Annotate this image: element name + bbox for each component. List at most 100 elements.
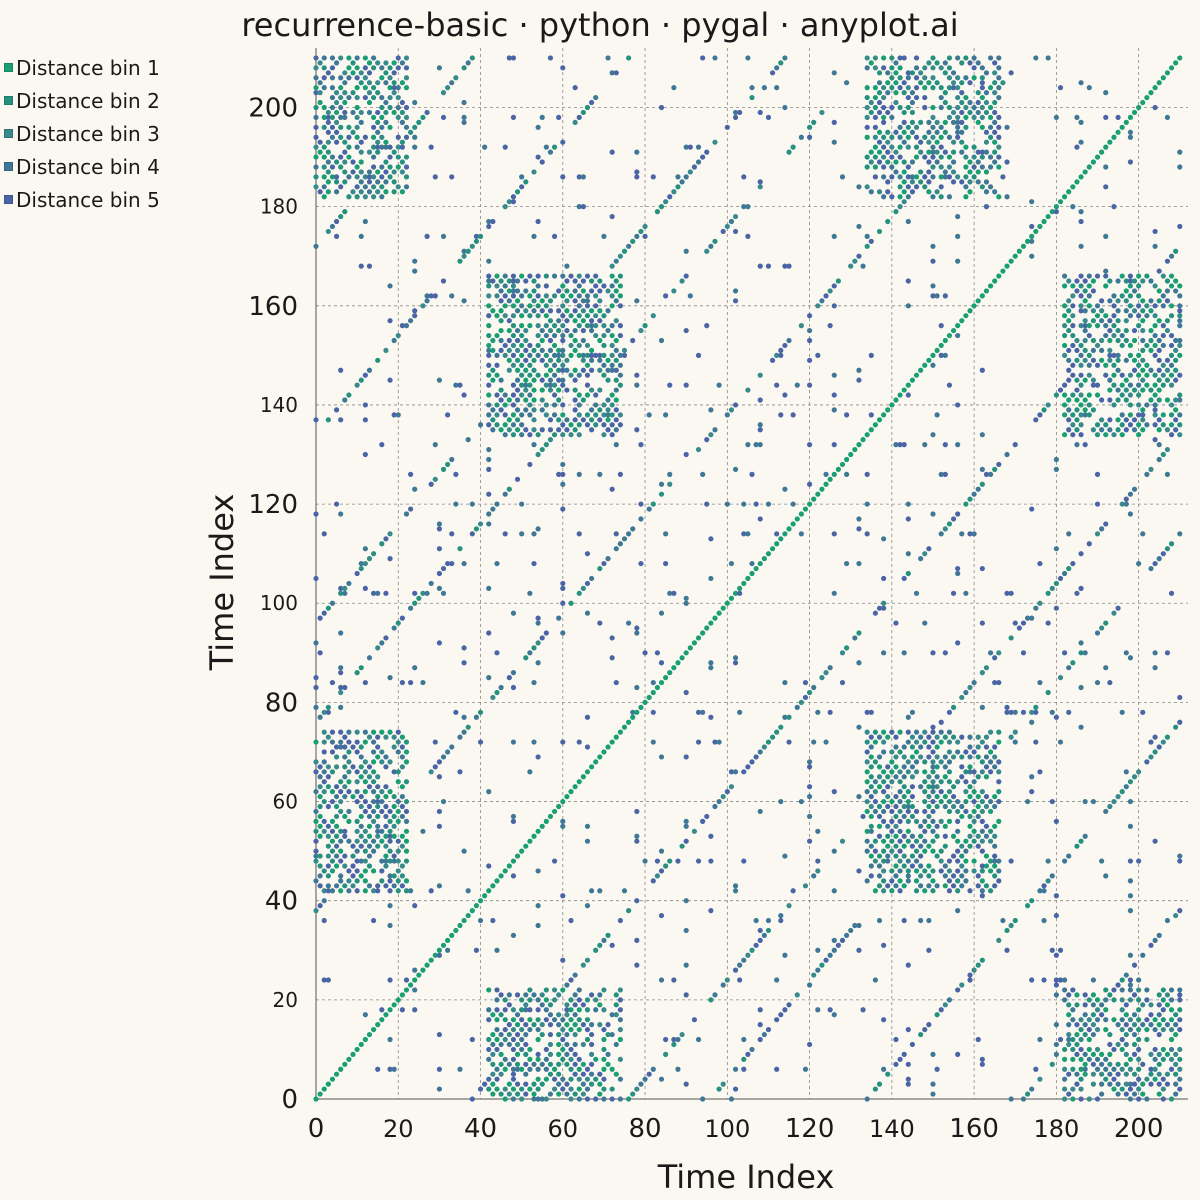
data-point [831,442,837,448]
data-point [428,957,434,963]
data-point [864,501,870,507]
data-point [1070,303,1076,309]
data-point [708,536,714,542]
legend-item-bin-5[interactable]: Distance bin 5 [4,183,160,216]
data-point [1164,1051,1171,1057]
data-point [605,55,611,61]
legend-item-bin-1[interactable]: Distance bin 1 [4,51,160,84]
data-point [1156,357,1162,363]
data-point [313,808,319,815]
data-point [626,620,632,626]
data-point [712,739,718,745]
data-point [1082,992,1088,998]
data-point [967,754,973,760]
data-point [329,55,336,61]
data-point [1123,278,1129,284]
data-point [1070,342,1076,349]
data-point [519,382,525,388]
data-point [375,80,381,86]
data-point [1127,491,1134,497]
data-point [490,917,496,924]
data-point [354,164,360,170]
data-point [1066,278,1072,284]
data-point [1168,1046,1175,1053]
data-point [749,85,755,91]
data-point [798,531,804,537]
data-point [967,159,973,165]
data-point [358,833,364,839]
data-point [1086,372,1092,378]
data-point [996,868,1002,874]
data-point [588,764,595,770]
data-point [379,640,385,646]
data-point [354,134,360,140]
data-point [502,997,508,1003]
data-point [992,679,998,686]
data-point [502,1017,508,1023]
data-point [1127,987,1134,993]
data-point [370,174,377,180]
data-point [370,184,377,190]
data-point [905,94,911,101]
legend-item-bin-2[interactable]: Distance bin 2 [4,84,160,117]
data-point [786,149,792,155]
data-point [469,531,475,537]
data-point [1066,367,1072,373]
data-point [1115,114,1121,121]
data-point [564,357,570,363]
legend-item-bin-4[interactable]: Distance bin 4 [4,150,160,183]
data-point [313,1096,319,1102]
data-point [938,818,944,824]
data-point [712,803,718,810]
data-point [313,769,319,775]
data-point [576,1096,582,1102]
data-point [1156,1012,1162,1018]
data-point [584,769,591,775]
data-point [1160,1007,1166,1013]
data-point [955,442,961,448]
data-point [950,70,957,76]
data-point [654,858,660,864]
data-point [609,1012,615,1018]
data-point [333,407,340,413]
data-point [1103,808,1109,815]
data-point [868,843,874,849]
data-point [556,367,562,373]
data-point [1148,278,1154,284]
data-point [329,114,336,121]
data-point [588,99,595,106]
data-point [909,174,916,180]
data-point [346,55,352,61]
data-point [576,392,582,398]
data-point [338,511,344,517]
data-point [564,387,570,393]
data-point [399,189,405,195]
data-point [1173,1091,1179,1097]
data-point [375,169,381,175]
data-point [950,149,957,155]
data-point [494,372,500,378]
data-point [971,828,977,834]
data-point [918,119,924,125]
data-point [1033,417,1039,423]
data-point [1090,1012,1096,1018]
data-point [1168,313,1175,319]
data-point [695,446,702,453]
data-point [959,60,965,66]
data-point [358,149,364,155]
data-point [321,114,327,121]
data-point [354,104,360,111]
data-point [510,288,517,294]
data-point [786,526,792,532]
data-point [1070,313,1076,319]
data-point [362,789,368,795]
data-point [313,684,319,691]
data-point [1168,987,1175,993]
data-point [531,1096,537,1102]
data-point [918,179,924,185]
data-point [757,372,763,378]
data-point [461,917,467,924]
data-point [580,357,586,363]
data-point [955,749,961,755]
legend-item-bin-3[interactable]: Distance bin 3 [4,117,160,150]
